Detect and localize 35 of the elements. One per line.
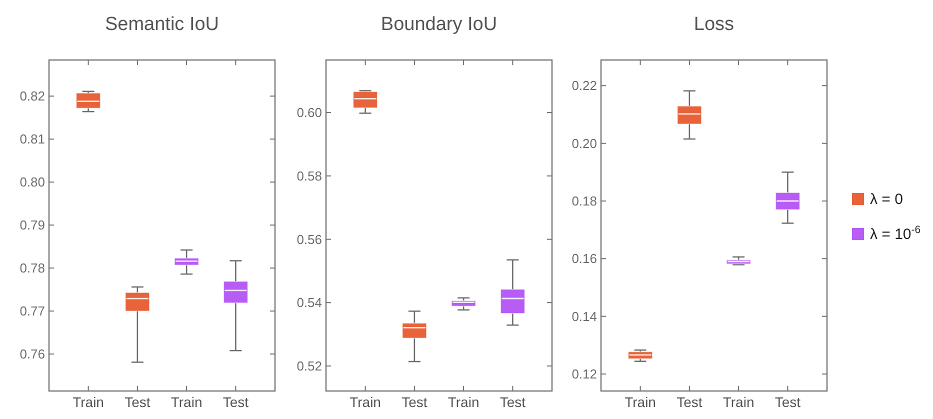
x-tick-label: Test <box>402 394 428 410</box>
x-tick-label: Test <box>676 394 702 410</box>
y-tick-label: 0.22 <box>572 78 597 94</box>
y-tick-label: 0.77 <box>20 304 45 319</box>
y-tick-label: 0.52 <box>296 358 322 374</box>
x-tick-label: Test <box>222 394 249 410</box>
x-tick-label: Train <box>170 394 202 410</box>
x-tick-label: Test <box>774 394 801 410</box>
x-tick-label: Train <box>448 394 480 410</box>
x-tick-label: Train <box>72 394 104 410</box>
y-tick-label: 0.54 <box>296 295 322 310</box>
y-tick-label: 0.56 <box>296 232 322 247</box>
y-tick-label: 0.16 <box>572 251 597 266</box>
x-tick-label: Train <box>624 394 656 410</box>
y-tick-label: 0.79 <box>20 218 45 233</box>
legend-label: λ = 10$^{-6}$ <box>870 224 921 243</box>
y-tick-label: 0.18 <box>572 194 597 209</box>
y-tick-label: 0.20 <box>572 136 597 151</box>
y-tick-label: 0.58 <box>296 168 322 184</box>
y-tick-label: 0.60 <box>296 105 322 120</box>
x-tick-label: Train <box>722 394 754 410</box>
x-tick-label: Test <box>124 394 150 410</box>
x-tick-label: Train <box>350 394 381 410</box>
y-tick-label: 0.80 <box>20 174 45 190</box>
chart-title: Boundary IoU <box>380 14 498 35</box>
y-tick-label: 0.82 <box>20 88 45 104</box>
y-tick-label: 0.81 <box>20 132 45 147</box>
legend-label: λ = 0 <box>870 191 903 208</box>
chart-title: Semantic IoU <box>104 14 220 35</box>
y-tick-label: 0.12 <box>572 366 597 382</box>
y-tick-label: 0.14 <box>572 308 597 324</box>
x-tick-label: Test <box>500 394 526 410</box>
y-tick-label: 0.78 <box>20 260 45 276</box>
y-tick-label: 0.76 <box>20 346 45 362</box>
chart-title: Loss <box>694 14 734 35</box>
